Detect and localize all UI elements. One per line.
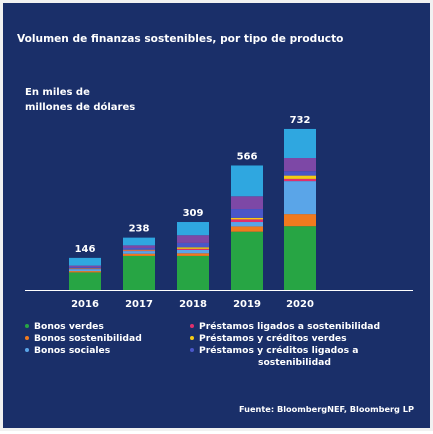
bar-segment-2017-3	[123, 250, 155, 251]
bar-segment-2018-3	[177, 249, 209, 250]
bar-segment-2017-2	[123, 251, 155, 254]
legend-label-bonos-verdes: Bonos verdes	[34, 321, 104, 332]
bar-segment-2016-5	[69, 267, 101, 268]
bar-segment-2019-3	[231, 219, 263, 222]
bar-segment-2020-1	[284, 214, 316, 226]
bar-segment-2017-1	[123, 254, 155, 256]
total-label-2017: 238	[129, 224, 150, 235]
total-label-2019: 566	[237, 151, 258, 162]
bar-segment-2016-1	[69, 271, 101, 272]
legend-item-bonos-sostenibilidad: Bonos sostenibilidad	[25, 333, 142, 345]
category-label-2016: 2016	[71, 299, 99, 310]
total-label-2016: 146	[75, 244, 96, 255]
bar-segment-2017-7	[123, 238, 155, 246]
legend-right: Préstamos ligados a sostenibilidad Prést…	[190, 321, 380, 369]
legend-item-bonos-sociales: Bonos sociales	[25, 345, 142, 357]
bar-segment-2020-2	[284, 181, 316, 214]
bar-segment-2018-0	[177, 256, 209, 290]
category-label-2020: 2020	[286, 299, 314, 310]
legend-item-prestamos-ligados: Préstamos y créditos ligados a	[190, 345, 380, 357]
bar-segment-2017-6	[123, 245, 155, 248]
legend-label-prestamos-sostenibilidad: Préstamos ligados a sostenibilidad	[199, 321, 380, 332]
bar-segment-2020-4	[284, 176, 316, 179]
bar-segment-2019-1	[231, 226, 263, 231]
bar-segment-2016-0	[69, 272, 101, 290]
bar-segment-2020-7	[284, 129, 316, 158]
bar-segment-2019-4	[231, 218, 263, 220]
bar-segment-2017-0	[123, 256, 155, 290]
legend-swatch-bonos-sociales	[25, 348, 29, 352]
bar-segment-2016-7	[69, 258, 101, 266]
bar-segment-2020-5	[284, 171, 316, 175]
legend-swatch-prestamos-verdes	[190, 336, 194, 340]
category-label-2018: 2018	[179, 299, 207, 310]
source-note: Fuente: BloombergNEF, Bloomberg LP	[239, 404, 414, 414]
bar-segment-2017-5	[123, 248, 155, 250]
bar-segment-2019-6	[231, 196, 263, 209]
bar-segment-2018-4	[177, 247, 209, 249]
legend-swatch-prestamos-sostenibilidad	[190, 324, 194, 328]
bar-segment-2020-3	[284, 179, 316, 181]
bar-segment-2019-0	[231, 232, 263, 290]
legend-left: Bonos verdes Bonos sostenibilidad Bonos …	[25, 321, 142, 357]
legend-label-bonos-sociales: Bonos sociales	[34, 345, 110, 356]
bar-segment-2017-4	[123, 250, 155, 251]
legend-label-prestamos-ligados-cont: sostenibilidad	[190, 357, 380, 369]
bar-segment-2020-6	[284, 158, 316, 171]
bar-segment-2018-1	[177, 253, 209, 256]
legend-label-prestamos-ligados: Préstamos y créditos ligados a	[199, 345, 358, 356]
legend-swatch-prestamos-ligados	[190, 348, 194, 352]
bar-segment-2018-6	[177, 235, 209, 243]
legend-label-bonos-sostenibilidad: Bonos sostenibilidad	[34, 333, 142, 344]
legend-item-prestamos-verdes: Préstamos y créditos verdes	[190, 333, 380, 345]
legend-item-bonos-verdes: Bonos verdes	[25, 321, 142, 333]
bar-segment-2018-2	[177, 250, 209, 253]
legend-item-prestamos-sostenibilidad: Préstamos ligados a sostenibilidad	[190, 321, 380, 333]
legend-label-prestamos-verdes: Préstamos y créditos verdes	[199, 333, 347, 344]
category-label-2019: 2019	[233, 299, 261, 310]
bar-segment-2019-5	[231, 209, 263, 218]
chart-plot: 146 2016 238 2017 309 2018 566 2019 732 2020	[3, 3, 433, 434]
bar-segment-2019-2	[231, 222, 263, 226]
bar-segment-2016-6	[69, 266, 101, 268]
bar-segment-2019-7	[231, 165, 263, 196]
bar-segment-2016-2	[69, 269, 101, 271]
category-label-2017: 2017	[125, 299, 153, 310]
bar-segment-2018-7	[177, 222, 209, 235]
bar-segment-2020-0	[284, 226, 316, 290]
total-label-2018: 309	[183, 208, 204, 219]
legend-swatch-bonos-verdes	[25, 324, 29, 328]
bar-segment-2018-5	[177, 243, 209, 247]
legend-swatch-bonos-sostenibilidad	[25, 336, 29, 340]
total-label-2020: 732	[290, 115, 311, 126]
